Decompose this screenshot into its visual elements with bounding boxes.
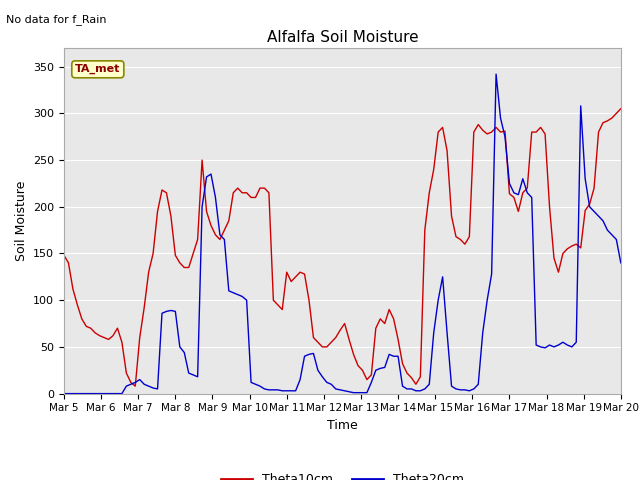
Theta10cm — [96, 333, 104, 338]
Legend: Theta10cm, Theta20cm: Theta10cm, Theta20cm — [216, 468, 469, 480]
Title: Alfalfa Soil Moisture: Alfalfa Soil Moisture — [267, 30, 418, 46]
Theta10cm — [394, 336, 402, 342]
Theta20cm — [323, 380, 331, 385]
Line: Theta10cm: Theta10cm — [64, 108, 621, 386]
Y-axis label: Soil Moisture: Soil Moisture — [15, 180, 28, 261]
Theta10cm — [207, 223, 215, 228]
Theta10cm — [408, 375, 415, 381]
X-axis label: Time: Time — [327, 419, 358, 432]
Theta20cm — [430, 330, 438, 336]
Theta20cm — [203, 174, 211, 180]
Theta10cm — [60, 252, 68, 258]
Theta10cm — [131, 383, 139, 389]
Text: No data for f_Rain: No data for f_Rain — [6, 14, 107, 25]
Theta20cm — [617, 260, 625, 266]
Theta20cm — [403, 386, 411, 392]
Theta10cm — [435, 129, 442, 135]
Line: Theta20cm: Theta20cm — [64, 74, 621, 394]
Theta10cm — [617, 106, 625, 111]
Theta20cm — [96, 391, 104, 396]
Theta20cm — [60, 391, 68, 396]
Theta20cm — [390, 353, 397, 359]
Theta10cm — [328, 339, 335, 345]
Text: TA_met: TA_met — [75, 64, 120, 74]
Theta20cm — [492, 71, 500, 77]
